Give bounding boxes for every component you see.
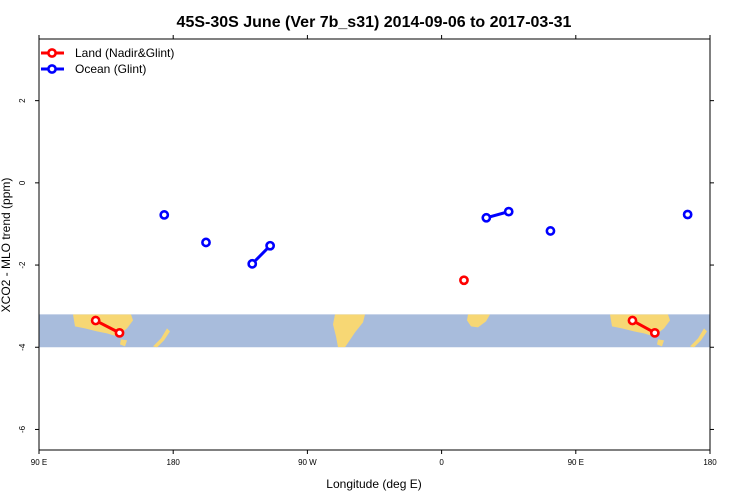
series-land-nadir-glint- — [90, 275, 660, 338]
data-point — [90, 315, 101, 326]
data-point — [201, 237, 211, 248]
data-point — [649, 327, 660, 338]
y-axis-label: XCO2 - MLO trend (ppm) — [0, 178, 13, 313]
y-tick-label: -4 — [18, 343, 27, 351]
tasmania-landmass — [657, 339, 664, 347]
series-layer — [90, 206, 693, 338]
x-tick-label: 0 — [439, 458, 444, 467]
data-point — [545, 226, 556, 236]
south-america-landmass — [333, 314, 365, 348]
chart-title: 45S-30S June (Ver 7b_s31) 2014-09-06 to … — [177, 14, 572, 31]
legend-label: Land (Nadir&Glint) — [75, 46, 174, 60]
legend-swatch-marker — [47, 64, 57, 74]
plot-frame — [38, 38, 711, 451]
data-point — [627, 315, 638, 326]
data-point — [159, 210, 170, 220]
data-point — [682, 209, 693, 220]
legend-swatch-marker — [47, 48, 57, 58]
legend-item: Land (Nadir&Glint) — [41, 46, 174, 60]
new-zealand-landmass — [153, 328, 170, 348]
y-tick-label: 2 — [18, 98, 27, 103]
x-tick-label: 180 — [703, 458, 717, 467]
data-point — [503, 206, 514, 217]
x-tick-label: 90 E — [568, 458, 584, 467]
data-point — [114, 327, 125, 338]
y-tick-label: -6 — [18, 425, 27, 433]
x-tick-label: 90 E — [31, 458, 47, 467]
legend: Land (Nadir&Glint) Ocean (Glint) — [41, 46, 174, 76]
series-ocean-glint- — [159, 206, 693, 269]
tasmania-landmass — [120, 339, 127, 347]
africa-landmass — [467, 314, 490, 328]
map-band — [39, 314, 710, 348]
data-point — [481, 212, 492, 223]
x-tick-label: 180 — [167, 458, 181, 467]
legend-item: Ocean (Glint) — [41, 62, 146, 76]
tick-marks: 90 E 180 90 W 0 90 E 180 2 0 -2 -4 -6 — [18, 35, 717, 467]
x-axis-label: Longitude (deg E) — [326, 477, 421, 491]
legend-label: Ocean (Glint) — [75, 62, 146, 76]
data-point — [247, 258, 258, 269]
ocean-band — [39, 314, 710, 348]
y-tick-label: 0 — [18, 180, 27, 185]
y-tick-label: -2 — [18, 261, 27, 269]
data-point — [265, 240, 276, 251]
data-point — [459, 275, 469, 286]
new-zealand-landmass — [690, 328, 707, 348]
x-tick-label: 90 W — [298, 458, 317, 467]
